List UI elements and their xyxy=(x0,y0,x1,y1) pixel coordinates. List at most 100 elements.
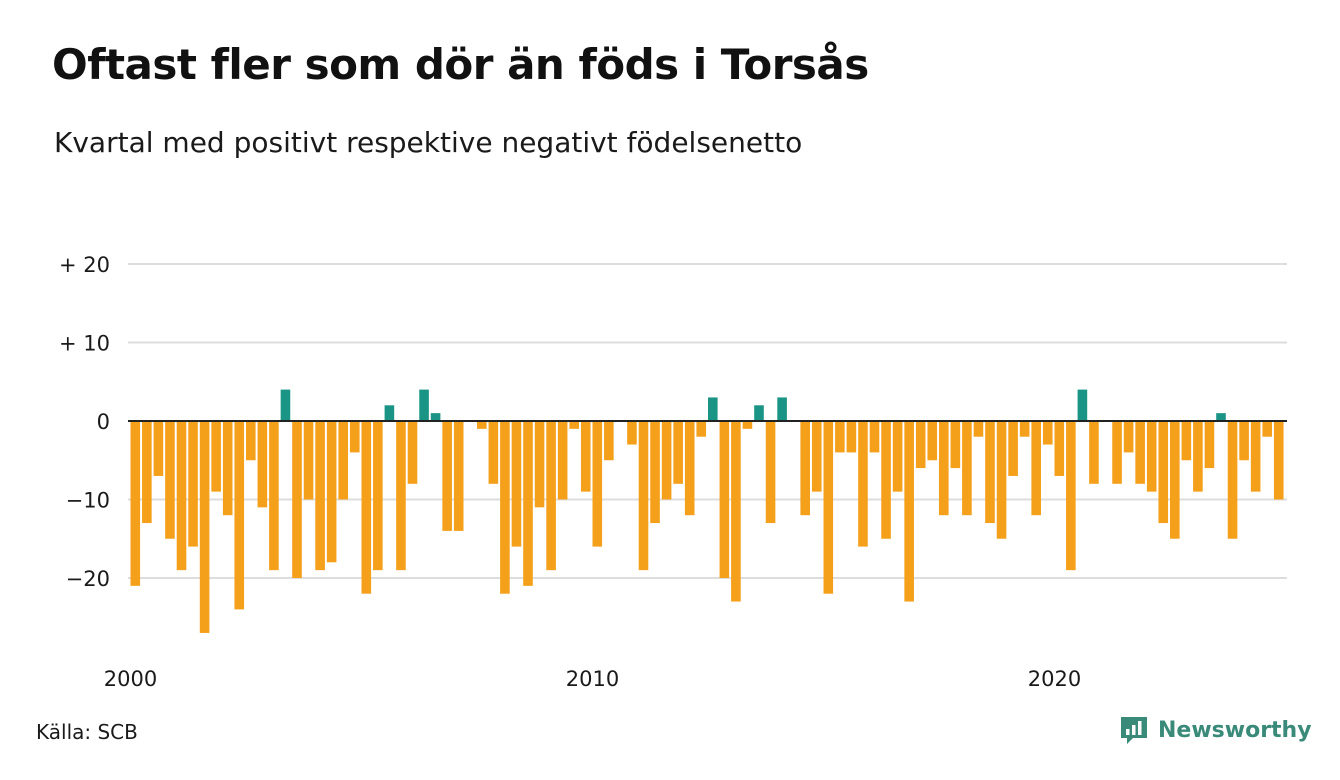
bar-negative xyxy=(1054,421,1065,476)
bar-negative xyxy=(315,421,325,571)
brand-logo[interactable]: Newsworthy xyxy=(1118,714,1312,746)
bar-negative xyxy=(534,421,545,508)
bar-negative xyxy=(939,421,949,516)
bar-negative xyxy=(211,421,221,492)
bar-negative xyxy=(1193,421,1203,492)
bar-negative xyxy=(569,421,579,429)
y-axis-labels: + 20 + 10 0 −10 −20 xyxy=(59,253,110,591)
newsworthy-logo-icon xyxy=(1121,717,1147,744)
bar-negative xyxy=(927,421,938,461)
bar-positive xyxy=(384,405,395,421)
bar-negative xyxy=(477,421,487,429)
bar-negative xyxy=(338,421,348,500)
x-tick-label: 2020 xyxy=(1028,667,1081,691)
bar-negative xyxy=(188,421,198,547)
bar-positive xyxy=(777,397,787,421)
bar-negative xyxy=(511,421,522,547)
bar-negative xyxy=(1042,421,1053,445)
bar-negative xyxy=(257,421,268,508)
bar-negative xyxy=(950,421,961,469)
chart-subtitle: Kvartal med positivt respektive negativt… xyxy=(54,126,803,159)
bar-negative xyxy=(904,421,914,602)
bar-negative xyxy=(1181,421,1192,461)
bar-negative xyxy=(892,421,903,492)
bar-negative xyxy=(500,421,510,594)
bar-negative xyxy=(627,421,637,445)
bar-negative xyxy=(985,421,995,524)
y-tick-label: + 20 xyxy=(59,253,110,277)
bar-negative xyxy=(1031,421,1041,516)
x-tick-label: 2010 xyxy=(566,667,619,691)
bar-negative xyxy=(731,421,741,602)
bar-negative xyxy=(604,421,614,461)
bar-negative xyxy=(222,421,233,516)
bar-negative xyxy=(1008,421,1018,476)
bar-negative xyxy=(765,421,776,524)
bar-positive xyxy=(1216,413,1226,421)
bar-negative xyxy=(1146,421,1157,492)
bar-negative xyxy=(592,421,603,547)
bar-positive xyxy=(430,413,441,421)
grid-lines xyxy=(128,263,1287,579)
x-tick-label: 2000 xyxy=(104,667,157,691)
bar-negative xyxy=(1239,421,1249,461)
bar-negative xyxy=(234,421,245,610)
bar-negative xyxy=(130,421,141,586)
bar-negative xyxy=(1019,421,1030,437)
bar-negative xyxy=(1170,421,1180,539)
bar-negative xyxy=(973,421,984,437)
bar-positive xyxy=(754,405,764,421)
bar-negative xyxy=(523,421,533,586)
bar-negative xyxy=(349,421,360,453)
bar-negative xyxy=(153,421,164,476)
bar-negative xyxy=(1158,421,1169,524)
bar-negative xyxy=(396,421,406,571)
bar-negative xyxy=(142,421,152,524)
bar-chart: + 20 + 10 0 −10 −20 2000 2010 2020 xyxy=(59,253,1287,691)
bar-negative xyxy=(1250,421,1261,492)
bar-negative xyxy=(246,421,256,461)
bar-negative xyxy=(176,421,187,571)
bar-positive xyxy=(280,389,291,421)
bar-negative xyxy=(846,421,857,453)
bar-negative xyxy=(557,421,568,500)
bar-negative xyxy=(488,421,499,484)
y-tick-label: −20 xyxy=(66,567,110,591)
chart-title: Oftast fler som dör än föds i Torsås xyxy=(52,40,869,89)
bar-positive xyxy=(1077,389,1088,421)
bar-negative xyxy=(1066,421,1076,571)
bar-negative xyxy=(823,421,834,594)
bar-negative xyxy=(684,421,695,516)
bar-negative xyxy=(1273,421,1284,500)
bar-negative xyxy=(800,421,810,516)
bars xyxy=(130,389,1284,633)
bar-negative xyxy=(1227,421,1238,539)
y-tick-label: −10 xyxy=(66,489,110,513)
bar-negative xyxy=(1204,421,1215,469)
bar-negative xyxy=(650,421,660,524)
bar-negative xyxy=(1089,421,1099,484)
bar-negative xyxy=(546,421,556,571)
bar-negative xyxy=(915,421,926,469)
bar-negative xyxy=(719,421,730,578)
x-axis-labels: 2000 2010 2020 xyxy=(104,667,1081,691)
bar-negative xyxy=(1262,421,1272,437)
bar-negative xyxy=(996,421,1007,539)
bar-negative xyxy=(292,421,302,578)
bar-positive xyxy=(419,389,429,421)
bar-negative xyxy=(1123,421,1134,453)
bar-negative xyxy=(373,421,383,571)
bar-negative xyxy=(269,421,279,571)
bar-negative xyxy=(453,421,464,531)
y-tick-label: 0 xyxy=(97,410,110,434)
bar-negative xyxy=(1135,421,1145,484)
bar-negative xyxy=(835,421,845,453)
source-note: Källa: SCB xyxy=(36,720,138,744)
bar-positive xyxy=(708,397,718,421)
bar-negative xyxy=(869,421,880,453)
bar-negative xyxy=(638,421,649,571)
bar-negative xyxy=(661,421,672,500)
bar-negative xyxy=(326,421,337,563)
bar-negative xyxy=(742,421,753,429)
bar-negative xyxy=(580,421,591,492)
